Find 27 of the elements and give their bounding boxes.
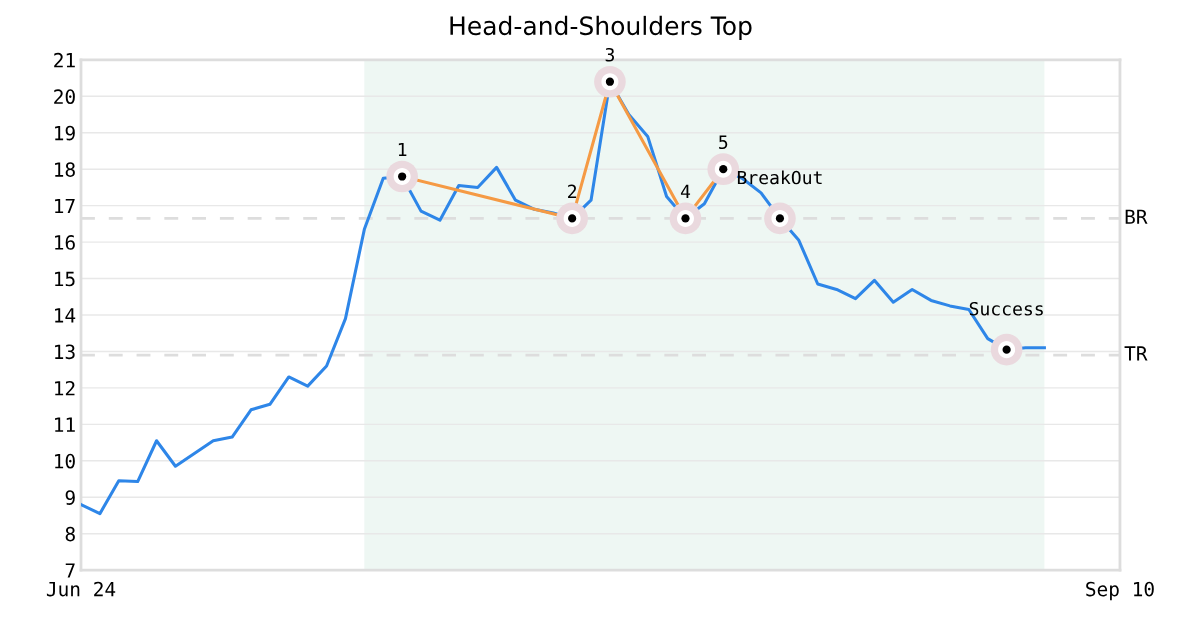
chart-title: Head-and-Shoulders Top — [450, 15, 752, 41]
y-tick-label: 19 — [55, 125, 75, 141]
y-tick-label: 11 — [55, 417, 75, 432]
y-tick-label: 12 — [55, 380, 75, 396]
y-tick-label: 14 — [55, 308, 76, 323]
ref-line-label: BR — [1125, 209, 1148, 224]
y-tick-label: 13 — [55, 344, 75, 360]
y-tick-label: 17 — [55, 198, 75, 214]
y-tick-label: 18 — [55, 162, 75, 177]
y-tick-label: 9 — [65, 490, 75, 505]
y-tick-label: 21 — [54, 52, 75, 68]
annotation: 5 — [719, 135, 728, 150]
annotation: 4 — [680, 184, 691, 198]
y-tick-label: 15 — [55, 271, 75, 287]
y-tick-label: 20 — [54, 89, 75, 105]
x-tick-label: Jun 24 — [46, 581, 116, 597]
annotation: Success — [969, 301, 1043, 316]
y-tick-label: 16 — [55, 235, 75, 250]
y-tick-label: 10 — [55, 453, 75, 469]
ref-line-label: TR — [1124, 346, 1148, 361]
annotation: 2 — [568, 184, 577, 198]
annotation: BreakOut — [737, 170, 822, 185]
x-tick-label: Sep 10 — [1086, 581, 1154, 601]
annotation: 3 — [605, 47, 614, 62]
annotation: 1 — [398, 142, 407, 157]
y-tick-label: 8 — [65, 526, 75, 542]
y-tick-label: 7 — [65, 563, 75, 578]
